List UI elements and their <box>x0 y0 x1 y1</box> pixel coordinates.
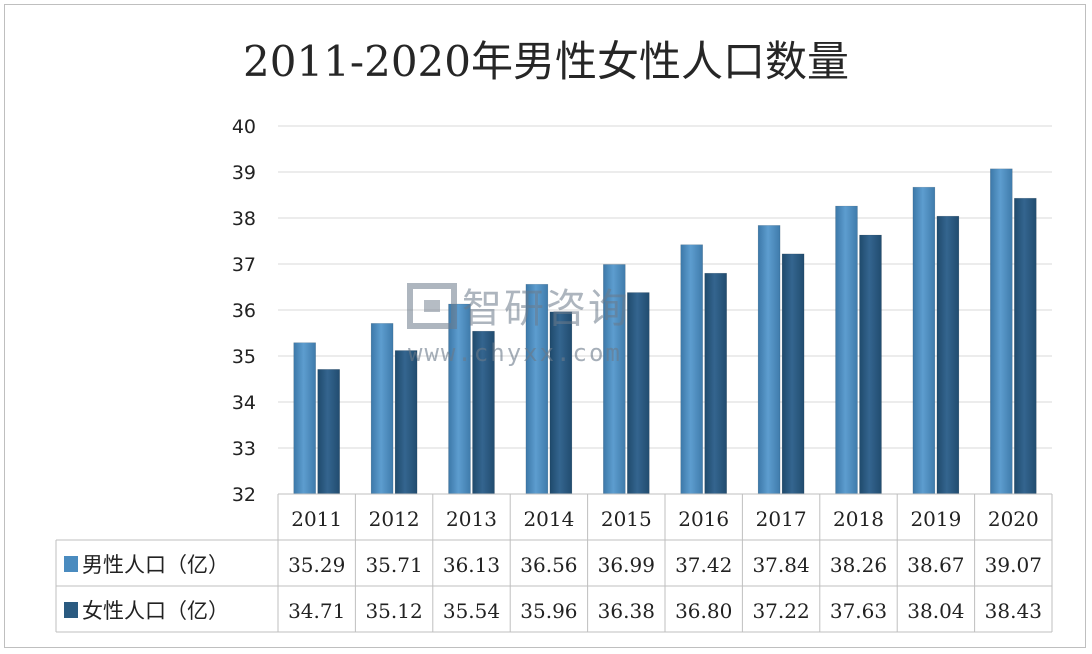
y-tick-label: 36 <box>232 300 256 322</box>
legend-label-female: 女性人口（亿） <box>82 599 229 623</box>
bar-male-2018 <box>835 205 858 495</box>
data-label: 36.38 <box>598 599 655 623</box>
data-label: 36.80 <box>675 599 732 623</box>
data-label: 37.42 <box>675 553 732 577</box>
y-tick-label: 39 <box>232 162 256 184</box>
bar-female-2016 <box>704 272 728 495</box>
x-tick-label: 2018 <box>833 507 884 531</box>
bar-female-2011 <box>317 369 341 495</box>
data-label: 35.29 <box>288 553 345 577</box>
watermark-logo-icon <box>407 283 457 329</box>
x-tick-label: 2014 <box>523 507 574 531</box>
bar-male-2020 <box>989 168 1013 495</box>
y-tick-label: 34 <box>232 392 256 414</box>
data-label: 37.63 <box>830 599 887 623</box>
data-label: 35.54 <box>443 599 500 623</box>
bar-male-2012 <box>370 323 394 495</box>
x-tick-label: 2015 <box>601 507 652 531</box>
watermark-url: www.chyxx.com <box>408 339 622 367</box>
x-tick-label: 2019 <box>910 507 961 531</box>
x-tick-label: 2012 <box>369 507 420 531</box>
y-axis: 32 33 34 35 36 37 38 39 40 <box>232 116 256 506</box>
bars <box>293 168 1037 495</box>
y-tick-label: 35 <box>232 346 256 368</box>
bar-male-2016 <box>680 244 704 495</box>
bar-female-2017 <box>781 253 805 495</box>
data-label: 36.13 <box>443 553 500 577</box>
data-label: 35.71 <box>365 553 422 577</box>
legend-swatch-female <box>64 602 78 618</box>
bar-male-2017 <box>757 225 781 495</box>
x-tick-label: 2011 <box>291 507 342 531</box>
grid <box>278 125 1052 495</box>
data-label: 35.96 <box>520 599 577 623</box>
bar-female-2012 <box>394 350 418 495</box>
y-tick-label: 37 <box>232 254 256 276</box>
y-tick-label: 40 <box>232 116 256 138</box>
chart-title: 2011-2020年男性女性人口数量 <box>243 37 849 86</box>
data-label: 38.04 <box>907 599 964 623</box>
data-table: 2011 2012 2013 2014 2015 2016 2017 2018 2019 2020… <box>55 493 1053 633</box>
x-tick-label: 2013 <box>446 507 497 531</box>
data-label: 38.43 <box>985 599 1042 623</box>
data-label: 37.84 <box>752 553 809 577</box>
watermark: 智研咨询 www.chyxx.com <box>407 283 630 367</box>
bar-female-2018 <box>859 234 882 495</box>
x-tick-label: 2017 <box>756 507 807 531</box>
legend-label-male: 男性人口（亿） <box>82 553 229 577</box>
y-tick-label: 38 <box>232 208 256 230</box>
y-tick-label: 32 <box>232 484 256 506</box>
data-label: 36.99 <box>598 553 655 577</box>
data-label: 35.12 <box>365 599 422 623</box>
bar-female-2019 <box>936 215 960 495</box>
data-label: 34.71 <box>288 599 345 623</box>
data-label: 38.26 <box>830 553 887 577</box>
bar-female-2020 <box>1013 197 1037 495</box>
data-label: 37.22 <box>752 599 809 623</box>
y-tick-label: 33 <box>232 438 256 460</box>
watermark-brand: 智研咨询 <box>462 286 630 332</box>
bar-male-2019 <box>912 186 936 495</box>
data-label: 36.56 <box>520 553 577 577</box>
x-tick-label: 2016 <box>678 507 729 531</box>
data-label: 38.67 <box>907 553 964 577</box>
bar-male-2013 <box>448 303 471 495</box>
x-tick-label: 2020 <box>988 507 1039 531</box>
bar-female-2015 <box>626 292 650 495</box>
bar-male-2011 <box>293 342 317 495</box>
data-label: 39.07 <box>985 553 1042 577</box>
legend-swatch-male <box>64 556 78 572</box>
